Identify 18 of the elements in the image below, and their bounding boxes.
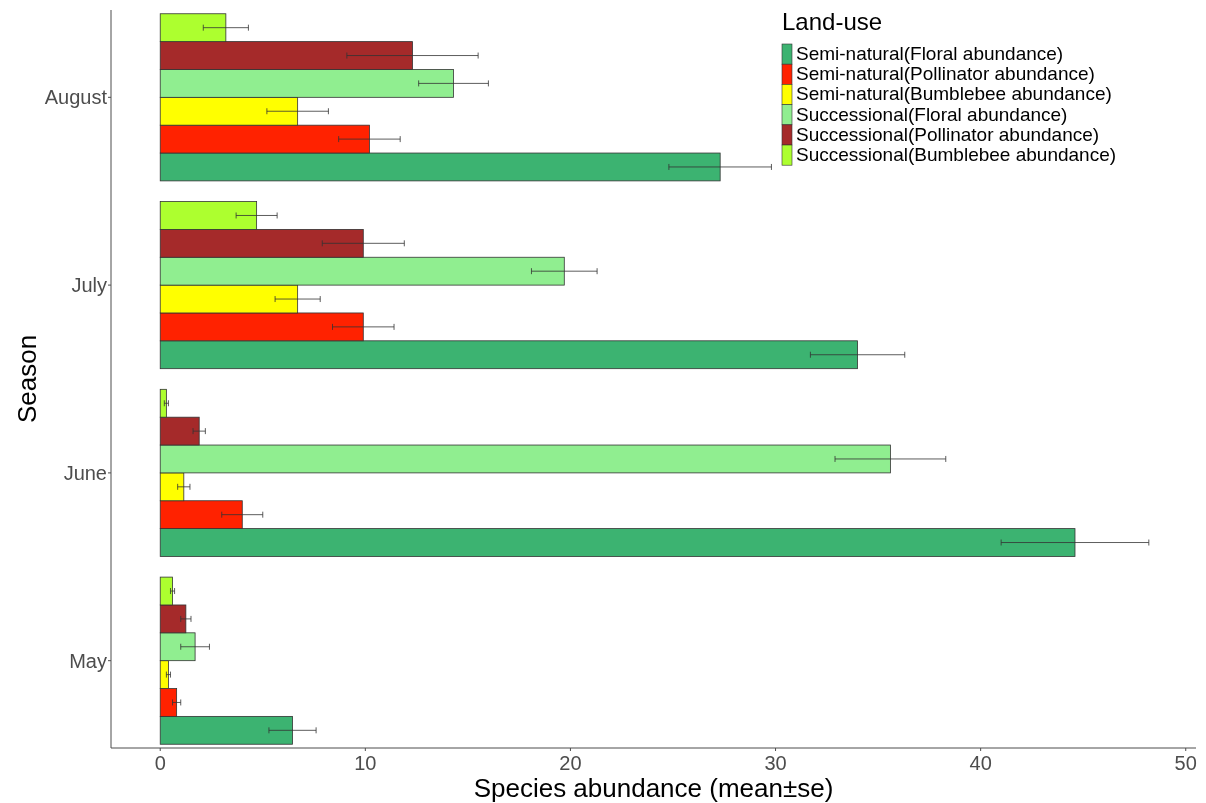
y-tick-label: July [71, 274, 107, 297]
y-tick-label: May [69, 649, 107, 672]
legend-label: Semi-natural(Floral abundance) [796, 43, 1064, 64]
legend-label: Successional(Bumblebee abundance) [796, 144, 1117, 165]
x-axis-title: Species abundance (mean±se) [473, 773, 834, 803]
legend-label: Successional(Floral abundance) [796, 103, 1068, 125]
y-axis-title: Season [12, 334, 42, 424]
y-tick-label: August [44, 86, 108, 109]
x-tick-label: 10 [354, 752, 377, 774]
legend-label: Semi-natural(Pollinator abundance) [796, 63, 1095, 85]
x-tick-label: 20 [559, 752, 582, 774]
legend-label: Semi-natural(Bumblebee abundance) [796, 83, 1112, 105]
y-tick-label: June [63, 461, 107, 484]
x-tick-label: 40 [969, 752, 992, 774]
x-tick-label: 30 [764, 752, 787, 774]
legend-title: Land-use [782, 8, 883, 35]
x-tick-label: 0 [154, 752, 166, 774]
x-tick-label: 50 [1174, 752, 1197, 774]
